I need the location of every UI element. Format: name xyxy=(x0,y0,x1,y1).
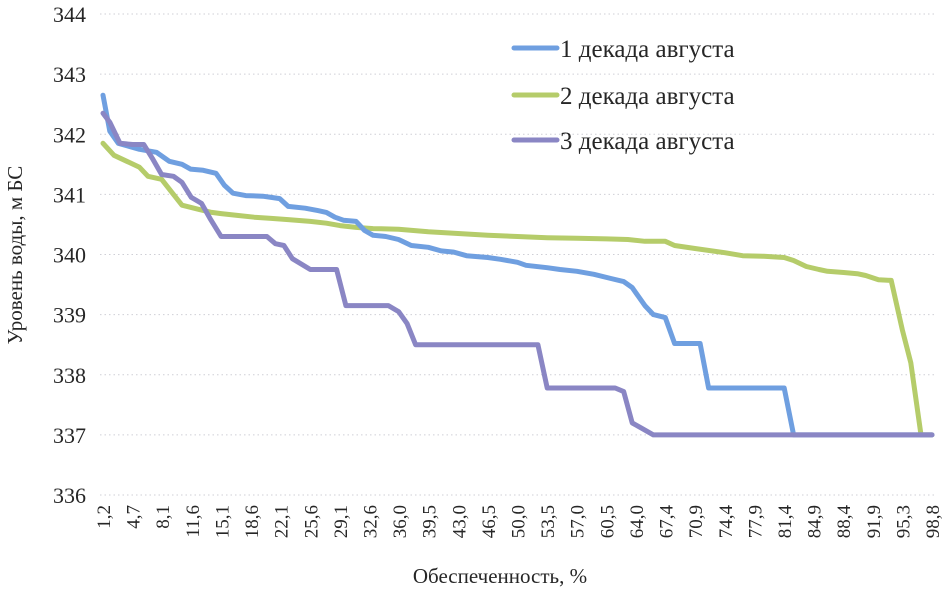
y-tick-label: 340 xyxy=(53,243,86,268)
x-tick-label: 8,1 xyxy=(153,505,174,529)
x-tick-label: 57,0 xyxy=(568,505,589,538)
y-tick-label: 344 xyxy=(53,2,86,27)
x-tick-label: 18,6 xyxy=(242,505,263,538)
y-tick-label: 341 xyxy=(53,182,86,207)
x-axis-ticks: 1,2 4,7 8,1 11,6 15,1 18,6 22,1 25,6 29,1 32,6 36,… xyxy=(94,505,944,539)
x-tick-label: 15,1 xyxy=(212,505,233,538)
x-tick-label: 29,1 xyxy=(331,505,352,538)
x-tick-label: 98,8 xyxy=(923,505,944,538)
y-tick-label: 339 xyxy=(53,303,86,328)
legend-label-3: 3 декада августа xyxy=(560,128,735,155)
legend-item-3: 3 декада августа xyxy=(511,128,735,155)
x-tick-label: 32,6 xyxy=(360,505,381,538)
x-tick-label: 60,5 xyxy=(597,505,618,538)
series-line-1 xyxy=(100,92,935,438)
x-tick-label: 43,0 xyxy=(449,505,470,538)
x-tick-label: 88,4 xyxy=(834,505,855,539)
x-tick-label: 4,7 xyxy=(124,505,145,529)
legend-label-2: 2 декада августа xyxy=(560,83,735,110)
x-tick-label: 67,4 xyxy=(657,505,678,539)
x-tick-label: 39,5 xyxy=(420,505,441,538)
legend-item-2: 2 декада августа xyxy=(511,83,735,110)
series-line-3 xyxy=(100,110,935,438)
gridlines xyxy=(100,13,935,496)
x-tick-label: 74,4 xyxy=(716,505,737,539)
y-tick-label: 337 xyxy=(53,423,86,448)
x-tick-label: 95,3 xyxy=(893,505,914,538)
x-tick-label: 91,9 xyxy=(864,505,885,538)
legend: 1 декада августа 2 декада августа 3 дека… xyxy=(511,36,735,155)
x-tick-label: 36,0 xyxy=(390,505,411,538)
legend-item-1: 1 декада августа xyxy=(511,36,735,63)
x-tick-label: 1,2 xyxy=(94,505,115,529)
series-line-2 xyxy=(100,140,935,438)
y-tick-label: 338 xyxy=(53,363,86,388)
x-tick-label: 77,9 xyxy=(745,505,766,538)
x-tick-label: 81,4 xyxy=(775,505,796,539)
x-tick-label: 53,5 xyxy=(538,505,559,538)
series-lines xyxy=(100,92,935,438)
y-tick-label: 343 xyxy=(53,62,86,87)
x-tick-label: 46,5 xyxy=(479,505,500,538)
x-tick-label: 84,9 xyxy=(805,505,826,538)
x-tick-label: 70,9 xyxy=(686,505,707,538)
x-tick-label: 11,6 xyxy=(183,505,204,538)
y-axis-title: Уровень воды, м БС xyxy=(3,166,27,345)
x-tick-label: 22,1 xyxy=(272,505,293,538)
x-tick-label: 50,0 xyxy=(509,505,530,538)
legend-label-1: 1 декада августа xyxy=(560,36,735,63)
x-tick-label: 25,6 xyxy=(301,505,322,538)
y-tick-label: 342 xyxy=(53,122,86,147)
x-tick-label: 64,0 xyxy=(627,505,648,538)
y-tick-label: 336 xyxy=(53,483,86,508)
x-axis-title: Обеспеченность, % xyxy=(413,564,587,588)
y-axis-ticks: 344 343 342 341 340 339 338 337 336 xyxy=(53,2,86,508)
